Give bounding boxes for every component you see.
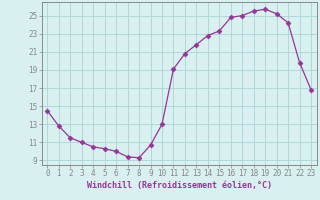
X-axis label: Windchill (Refroidissement éolien,°C): Windchill (Refroidissement éolien,°C) — [87, 181, 272, 190]
